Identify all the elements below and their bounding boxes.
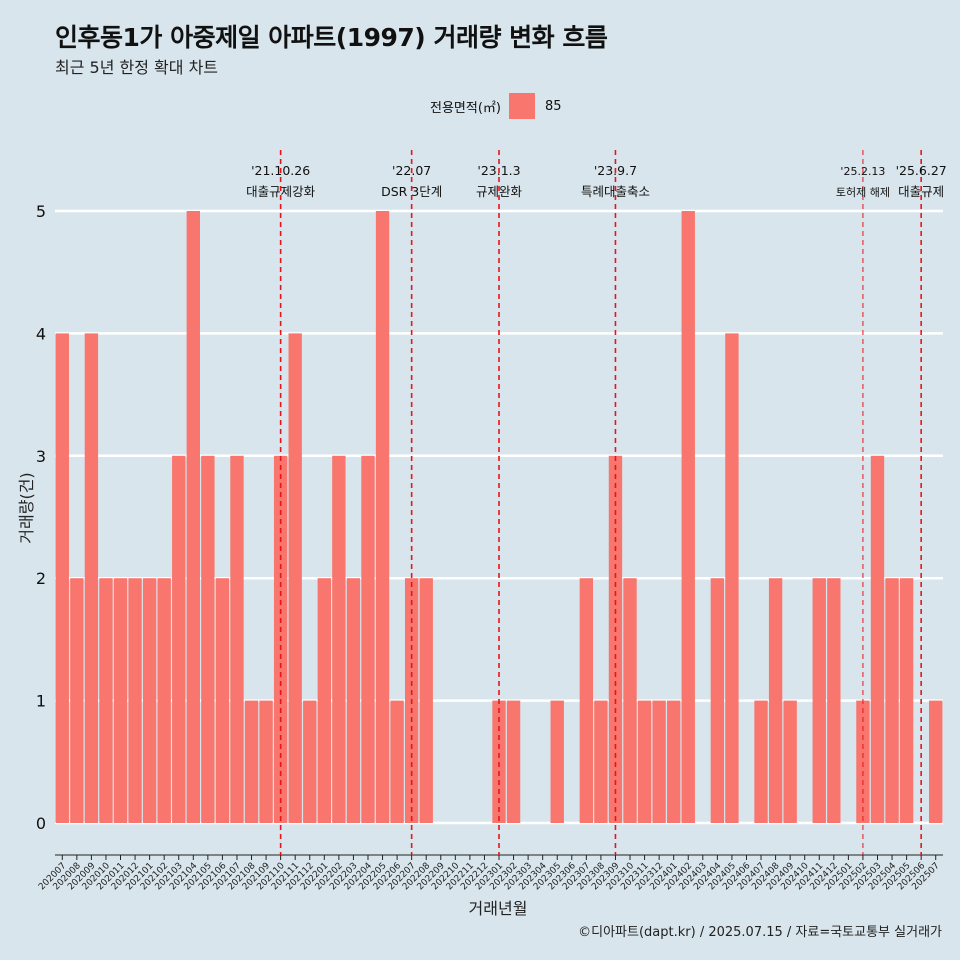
bar: [70, 578, 84, 823]
bar: [885, 578, 899, 823]
bar: [856, 700, 870, 823]
y-tick-label: 1: [36, 692, 46, 711]
event-name-label: DSR 3단계: [381, 184, 442, 199]
event-name-label: 대출규제: [898, 184, 944, 199]
bar: [594, 700, 608, 823]
bar: [725, 333, 739, 823]
bar: [84, 333, 99, 823]
bar: [827, 578, 841, 823]
chart-title: 인후동1가 아중제일 아파트(1997) 거래량 변화 흐름: [55, 23, 608, 52]
bar: [288, 333, 302, 823]
bar: [768, 578, 783, 823]
bar: [550, 700, 564, 823]
bar: [215, 578, 230, 823]
bar: [783, 700, 797, 823]
bar: [637, 700, 652, 823]
y-tick-label: 4: [36, 324, 46, 343]
bar: [506, 700, 521, 823]
source-caption: ©디아파트(dapt.kr) / 2025.07.15 / 자료=국토교통부 실…: [578, 925, 942, 940]
bar: [201, 455, 215, 823]
legend-label: 85: [544, 98, 562, 114]
bar: [128, 578, 142, 823]
bar: [303, 700, 317, 823]
bar: [710, 578, 725, 823]
bar: [361, 455, 375, 823]
event-date-label: '21.10.26: [251, 163, 310, 178]
bar: [681, 211, 695, 823]
legend-swatch: [508, 93, 535, 119]
bar: [754, 700, 768, 823]
bar: [929, 700, 943, 823]
chart-subtitle: 최근 5년 한정 확대 차트: [55, 58, 219, 77]
bar: [623, 578, 637, 823]
bar: [667, 700, 681, 823]
bar: [259, 700, 273, 823]
bar: [230, 455, 244, 823]
y-tick-label: 0: [36, 814, 46, 833]
event-date-label: '25.6.27: [896, 163, 947, 178]
bar: [172, 455, 186, 823]
event-name-label: 특례대출축소: [581, 184, 650, 199]
event-name-label: 대출규제강화: [246, 184, 316, 199]
bar: [390, 700, 404, 823]
bar: [812, 578, 826, 823]
bar: [317, 578, 331, 823]
bar: [870, 455, 885, 823]
legend: 전용면적(㎡) 85: [430, 93, 562, 119]
event-name-label: 토허제 해제: [836, 185, 890, 199]
bar: [99, 578, 113, 823]
event-date-label: '22.07: [392, 163, 431, 178]
y-tick-label: 2: [36, 569, 46, 588]
event-name-label: 규제완화: [476, 184, 523, 199]
event-date-label: '23.9.7: [594, 163, 637, 178]
bar: [346, 578, 361, 823]
y-axis-title: 거래량(건): [17, 472, 36, 543]
legend-title: 전용면적(㎡): [430, 100, 501, 116]
bar: [113, 578, 128, 823]
y-tick-label: 3: [36, 447, 46, 466]
bar: [332, 455, 346, 823]
bar: [55, 333, 69, 823]
bar: [652, 700, 666, 823]
bar: [186, 211, 200, 823]
event-date-label: '23.1.3: [477, 163, 520, 178]
bar: [142, 578, 157, 823]
bar: [419, 578, 433, 823]
bar: [579, 578, 594, 823]
bar: [492, 700, 506, 823]
bar: [375, 211, 390, 823]
x-axis-title: 거래년월: [469, 899, 528, 918]
bar: [899, 578, 914, 823]
bar: [157, 578, 171, 823]
event-date-label: '25.2.13: [840, 165, 885, 178]
y-tick-label: 5: [36, 202, 46, 221]
bar: [244, 700, 259, 823]
